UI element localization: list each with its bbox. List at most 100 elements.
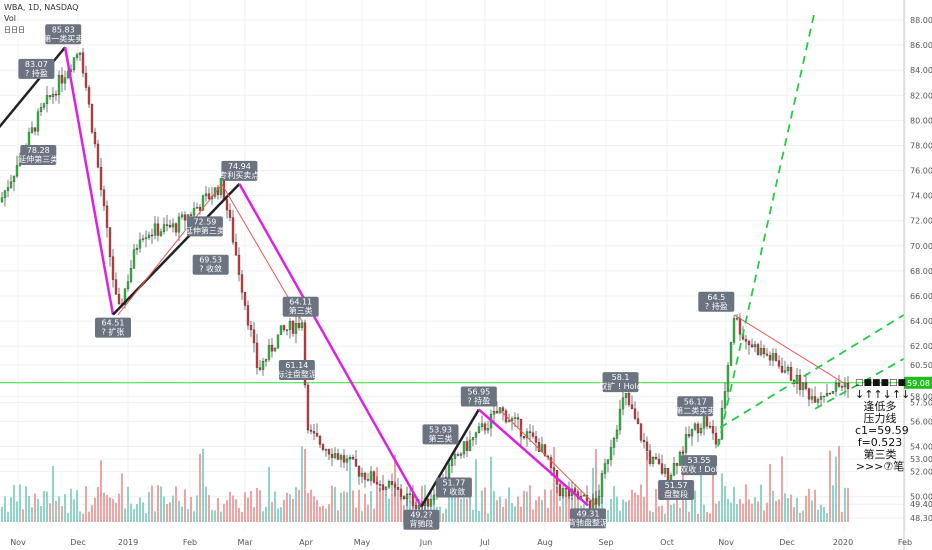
annotation-text: 延伸第三类 xyxy=(185,225,225,235)
volume-bar xyxy=(337,510,339,522)
annotation-box xyxy=(45,24,82,45)
volume-bar xyxy=(391,493,393,522)
volume-bar xyxy=(370,491,372,522)
volume-bar xyxy=(316,499,318,522)
candle-body xyxy=(342,455,346,463)
volume-bar xyxy=(454,486,456,522)
candle-body xyxy=(48,95,52,97)
volume-bar xyxy=(805,495,807,522)
candle-body xyxy=(258,367,262,370)
volume-bar xyxy=(553,447,555,522)
projection-lines xyxy=(717,9,905,447)
volume-bar xyxy=(466,498,468,522)
annotation-text: 49.31 xyxy=(577,509,600,518)
candle-body xyxy=(720,408,724,440)
trend-connector xyxy=(733,314,846,385)
volume-bar xyxy=(16,501,18,522)
candle-body xyxy=(840,386,844,388)
candle-body xyxy=(561,488,565,496)
current-price-label: 59.08 xyxy=(907,379,930,388)
candle-body xyxy=(648,450,652,464)
volume-bar xyxy=(724,485,726,522)
candle-body xyxy=(765,353,769,356)
volume-bar xyxy=(187,509,189,522)
volume-bar xyxy=(361,511,363,522)
candle-body xyxy=(381,484,385,490)
volume-bar xyxy=(649,510,651,522)
candle-body xyxy=(456,454,460,456)
annotation-text: 盘整段 xyxy=(664,489,688,499)
time-tick-label: Sep xyxy=(598,538,613,547)
candle-body xyxy=(330,454,334,458)
candle-body xyxy=(753,344,757,348)
volume-bar xyxy=(832,485,834,522)
volume-bar xyxy=(814,489,816,522)
candle-body xyxy=(711,426,715,434)
candle-body xyxy=(738,318,742,335)
candle-body xyxy=(780,366,784,373)
volume-bar xyxy=(484,487,486,522)
volume-bar xyxy=(184,489,186,522)
candle-body xyxy=(126,281,130,289)
volume-bar xyxy=(193,511,195,522)
volume-bar xyxy=(199,453,201,522)
price-tick-label: 86.00 xyxy=(910,41,932,50)
volume-bar xyxy=(694,490,696,522)
signal-type: 压力线 xyxy=(863,412,897,425)
volume-bar xyxy=(541,500,543,522)
volume-bar xyxy=(640,484,642,522)
volume-bar xyxy=(688,511,690,522)
annotation-text: 专利买卖点 xyxy=(219,170,259,180)
candle-body xyxy=(162,224,166,232)
candle-body xyxy=(333,453,337,458)
candle-body xyxy=(462,441,466,455)
price-tick-label: 60.50 xyxy=(910,361,932,370)
candle-body xyxy=(621,397,625,410)
annotation-text: 第三类 xyxy=(289,306,313,316)
volume-bar xyxy=(25,486,27,522)
candle-body xyxy=(273,348,277,352)
candle-body xyxy=(630,404,634,409)
candle-body xyxy=(201,195,205,211)
candle-body xyxy=(774,353,778,361)
volume-bar xyxy=(43,491,45,522)
volume-bar xyxy=(727,498,729,522)
volume-bar xyxy=(289,494,291,522)
candle-body xyxy=(228,209,232,218)
volume-bar xyxy=(304,449,306,522)
time-tick-label: Dec xyxy=(70,538,85,547)
price-tick-label: 74.00 xyxy=(910,192,932,201)
volume-bar xyxy=(760,484,762,522)
candle-body xyxy=(684,434,688,453)
candle-body xyxy=(105,205,109,228)
candle-body xyxy=(249,325,253,330)
volume-bar xyxy=(733,486,735,522)
candle-body xyxy=(336,453,340,460)
candle-body xyxy=(396,487,400,490)
volume-bar xyxy=(31,507,33,522)
stroke-segment xyxy=(238,183,423,508)
volume-bar xyxy=(796,497,798,522)
annotation-text: 69.53 xyxy=(199,256,222,265)
candle-body xyxy=(750,344,754,348)
current-price-tag xyxy=(904,376,932,389)
price-tick-label: 50.00 xyxy=(910,493,932,502)
volume-bar xyxy=(475,459,477,522)
candle-body xyxy=(816,399,820,403)
candle-body xyxy=(510,418,514,421)
volume-bar xyxy=(169,502,171,522)
candle-body xyxy=(54,93,58,96)
annotation-box xyxy=(282,296,319,317)
volume-bar xyxy=(712,463,714,522)
time-tick-label: Feb xyxy=(183,538,197,547)
time-axis[interactable]: Nov Dec 2019 Feb Mar Apr May Jun Jul Aug Sep Oct Nov… xyxy=(10,538,912,547)
candle-body xyxy=(279,325,283,335)
price-axis[interactable]: 88.00 86.00 84.00 82.00 80.00 78.00 76.00 74.00… xyxy=(903,0,932,550)
volume-bar xyxy=(238,507,240,522)
candle-body xyxy=(447,465,451,478)
candle-body xyxy=(168,225,172,228)
volume-bar xyxy=(811,500,813,522)
volume-bar xyxy=(706,512,708,522)
